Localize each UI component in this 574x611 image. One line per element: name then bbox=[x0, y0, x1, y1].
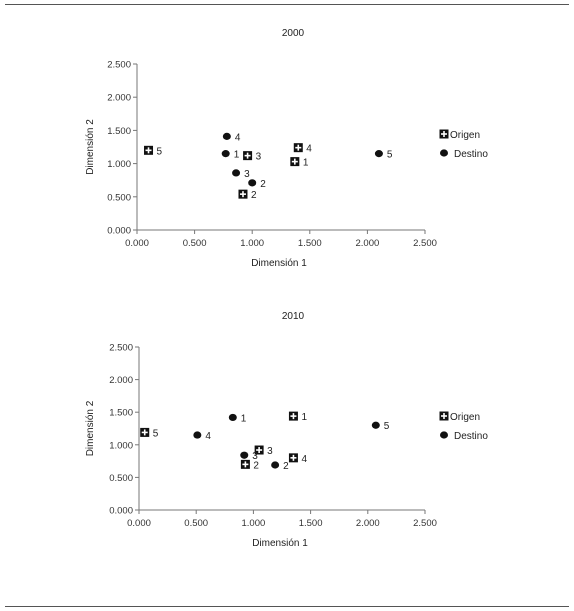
point-label: 3 bbox=[256, 152, 262, 163]
y-tick-label: 2.500 bbox=[109, 343, 133, 354]
y-tick-label: 2.000 bbox=[109, 375, 133, 386]
destino-point-3 bbox=[232, 169, 241, 177]
point-label: 2 bbox=[253, 460, 259, 471]
point-label: 5 bbox=[157, 146, 163, 157]
x-tick-label: 1.000 bbox=[240, 238, 264, 249]
y-tick-label: 0.500 bbox=[107, 192, 131, 203]
destino-point-4 bbox=[222, 132, 231, 140]
origen-point-5 bbox=[144, 145, 154, 155]
y-tick-label: 2.000 bbox=[107, 93, 131, 104]
point-label: 4 bbox=[301, 454, 307, 465]
destino-point-1 bbox=[228, 413, 237, 422]
x-tick-label: 1.500 bbox=[298, 238, 322, 249]
point-label: 2 bbox=[251, 190, 257, 201]
origen-point-3 bbox=[254, 445, 264, 455]
y-tick-label: 1.000 bbox=[109, 440, 133, 451]
x-tick-label: 2.500 bbox=[413, 238, 437, 249]
legend-item-destino: Destino bbox=[440, 431, 488, 442]
x-tick-label: 1.500 bbox=[299, 518, 323, 529]
y-tick-label: 1.500 bbox=[109, 408, 133, 419]
point-label: 3 bbox=[267, 446, 273, 457]
point-label: 1 bbox=[301, 412, 307, 423]
x-tick-label: 2.000 bbox=[356, 238, 380, 249]
y-tick-label: 0.500 bbox=[109, 473, 133, 484]
legend-label: Origen bbox=[450, 130, 480, 141]
x-tick-label: 0.000 bbox=[125, 238, 149, 249]
chart-1: 2010 0.000 0.500 1.000 1.500 2.000 2.500 0.000 0… bbox=[85, 311, 488, 549]
origen-point-3 bbox=[243, 151, 253, 161]
point-label: 5 bbox=[387, 150, 393, 161]
point-label: 2 bbox=[260, 179, 266, 190]
point-label: 2 bbox=[283, 461, 289, 472]
point-label: 1 bbox=[234, 150, 240, 161]
y-tick-label: 1.500 bbox=[107, 126, 131, 137]
legend-origen-marker bbox=[439, 411, 449, 421]
point-label: 5 bbox=[153, 428, 159, 439]
origen-point-4 bbox=[288, 453, 298, 463]
x-tick-label: 0.500 bbox=[184, 518, 208, 529]
origen-point-1 bbox=[290, 157, 300, 167]
legend-item-origen: Origen bbox=[439, 411, 480, 423]
origen-point-5 bbox=[140, 427, 150, 437]
point-label: 4 bbox=[205, 431, 211, 442]
origen-point-4 bbox=[293, 143, 303, 153]
legend-destino-marker bbox=[440, 431, 448, 439]
chart-title: 2000 bbox=[282, 28, 305, 39]
destino-point-3 bbox=[240, 451, 249, 459]
destino-point-4 bbox=[193, 431, 202, 439]
point-label: 1 bbox=[303, 158, 309, 169]
chart-title: 2010 bbox=[282, 311, 305, 322]
destino-point-1 bbox=[221, 150, 230, 158]
x-tick-label: 2.500 bbox=[413, 518, 437, 529]
legend-destino-marker bbox=[440, 149, 448, 157]
legend-origen-marker bbox=[439, 129, 449, 139]
point-label: 1 bbox=[241, 413, 247, 424]
chart-0: 2000 0.000 0.500 1.000 1.500 2.000 2.500 0.000 0… bbox=[85, 28, 488, 269]
point-label: 5 bbox=[384, 421, 390, 432]
x-axis-title: Dimensión 1 bbox=[252, 538, 308, 549]
legend-item-origen: Origen bbox=[439, 129, 480, 141]
destino-point-5 bbox=[374, 150, 383, 158]
destino-point-5 bbox=[371, 421, 380, 429]
y-axis-title: Dimensión 2 bbox=[85, 400, 96, 456]
origen-point-1 bbox=[288, 411, 298, 421]
legend-label: Destino bbox=[454, 149, 488, 160]
point-label: 3 bbox=[244, 169, 250, 180]
point-label: 3 bbox=[252, 451, 258, 462]
x-tick-label: 2.000 bbox=[356, 518, 380, 529]
x-tick-label: 0.000 bbox=[127, 518, 151, 529]
legend-item-destino: Destino bbox=[440, 149, 488, 160]
x-tick-label: 0.500 bbox=[183, 238, 207, 249]
y-tick-label: 0.000 bbox=[107, 226, 131, 237]
origen-point-2 bbox=[240, 459, 250, 469]
y-axis-title: Dimensión 2 bbox=[85, 119, 96, 175]
destino-point-2 bbox=[271, 461, 280, 469]
x-tick-label: 1.000 bbox=[242, 518, 266, 529]
y-tick-label: 0.000 bbox=[109, 506, 133, 517]
destino-point-2 bbox=[248, 179, 257, 187]
point-label: 4 bbox=[306, 144, 312, 155]
origen-point-2 bbox=[238, 189, 248, 199]
point-label: 4 bbox=[235, 132, 241, 143]
legend-label: Destino bbox=[454, 431, 488, 442]
top-rule bbox=[5, 4, 569, 5]
bottom-rule bbox=[5, 606, 569, 607]
y-tick-label: 1.000 bbox=[107, 159, 131, 170]
y-tick-label: 2.500 bbox=[107, 60, 131, 71]
x-axis-title: Dimensión 1 bbox=[251, 258, 307, 269]
legend-label: Origen bbox=[450, 412, 480, 423]
